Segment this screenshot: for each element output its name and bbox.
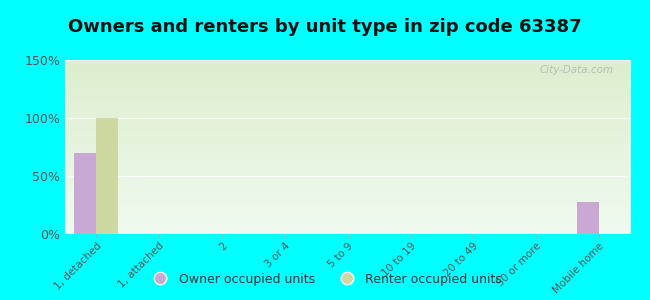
Bar	[96, 118, 118, 234]
Bar	[577, 202, 599, 234]
Text: Owners and renters by unit type in zip code 63387: Owners and renters by unit type in zip c…	[68, 18, 582, 36]
Legend: Owner occupied units, Renter occupied units: Owner occupied units, Renter occupied un…	[143, 268, 507, 291]
Bar	[74, 153, 96, 234]
Text: City-Data.com: City-Data.com	[540, 65, 614, 75]
